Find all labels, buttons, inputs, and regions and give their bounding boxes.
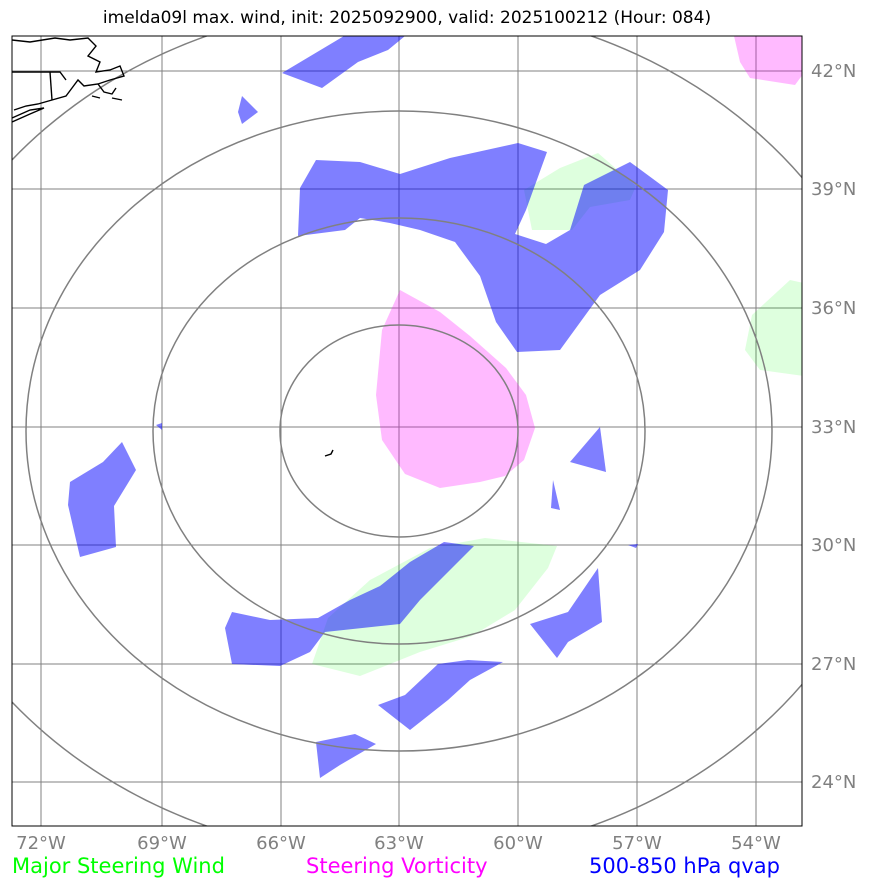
steering-vorticity-regions	[376, 36, 802, 488]
qvap-regions	[68, 36, 668, 778]
lon-label-66w: 66°W	[256, 833, 306, 854]
wind-region-south	[312, 538, 557, 676]
wind-region-east	[745, 280, 802, 376]
lat-label-24n: 24°N	[811, 772, 856, 793]
coastline-northeast-us	[12, 37, 125, 111]
legend-steering-vorticity: Steering Vorticity	[306, 854, 488, 878]
lon-label-72w: 72°W	[16, 833, 66, 854]
lon-label-57w: 57°W	[612, 833, 662, 854]
state-border-1	[12, 71, 67, 81]
long-island	[12, 107, 45, 123]
lat-label-27n: 27°N	[811, 654, 856, 675]
wind-region-north	[524, 153, 636, 230]
qvap-region-small-north	[238, 96, 258, 124]
steering-wind-regions	[312, 153, 802, 676]
qvap-region-south-middle	[378, 660, 503, 730]
qvap-region-small-west	[156, 423, 162, 430]
range-rings	[12, 36, 802, 826]
qvap-region-southwest-band	[225, 542, 474, 666]
lon-label-69w: 69°W	[137, 833, 187, 854]
lat-label-42n: 42°N	[811, 61, 856, 82]
cape-cod	[97, 83, 117, 95]
map-frame	[11, 35, 803, 827]
qvap-region-northeast-band	[298, 143, 668, 352]
state-border-2	[49, 71, 53, 101]
lon-label-63w: 63°W	[374, 833, 424, 854]
qvap-region-dot	[628, 544, 638, 548]
qvap-region-east-small	[570, 427, 606, 472]
qvap-region-north-top	[282, 36, 405, 88]
qvap-region-east-sliver	[551, 480, 560, 510]
map-layers	[12, 36, 802, 826]
vorticity-region-center	[376, 290, 535, 488]
lat-label-39n: 39°N	[811, 179, 856, 200]
legend-steering-wind: Major Steering Wind	[12, 854, 225, 878]
lat-label-33n: 33°N	[811, 417, 856, 438]
legend-qvap: 500-850 hPa qvap	[589, 854, 780, 878]
lon-label-54w: 54°W	[731, 833, 781, 854]
coastline	[12, 37, 334, 457]
lat-label-30n: 30°N	[811, 535, 856, 556]
marthas-vineyard	[91, 95, 101, 99]
range-ring-3	[25, 110, 773, 752]
bermuda	[324, 449, 334, 457]
lat-label-36n: 36°N	[811, 298, 856, 319]
latitude-labels: 42°N 39°N 36°N 33°N 30°N 27°N 24°N	[811, 61, 856, 793]
range-ring-2	[152, 217, 646, 645]
map-title: imelda09l max. wind, init: 2025092900, v…	[102, 8, 712, 28]
range-ring-1	[279, 324, 519, 538]
lon-label-60w: 60°W	[493, 833, 543, 854]
qvap-region-southeast	[530, 568, 602, 658]
nantucket	[111, 97, 123, 101]
qvap-region-west	[68, 442, 136, 557]
vorticity-region-northeast	[734, 36, 802, 85]
qvap-region-south	[316, 734, 376, 778]
longitude-labels: 72°W 69°W 66°W 63°W 60°W 57°W 54°W	[16, 833, 781, 854]
